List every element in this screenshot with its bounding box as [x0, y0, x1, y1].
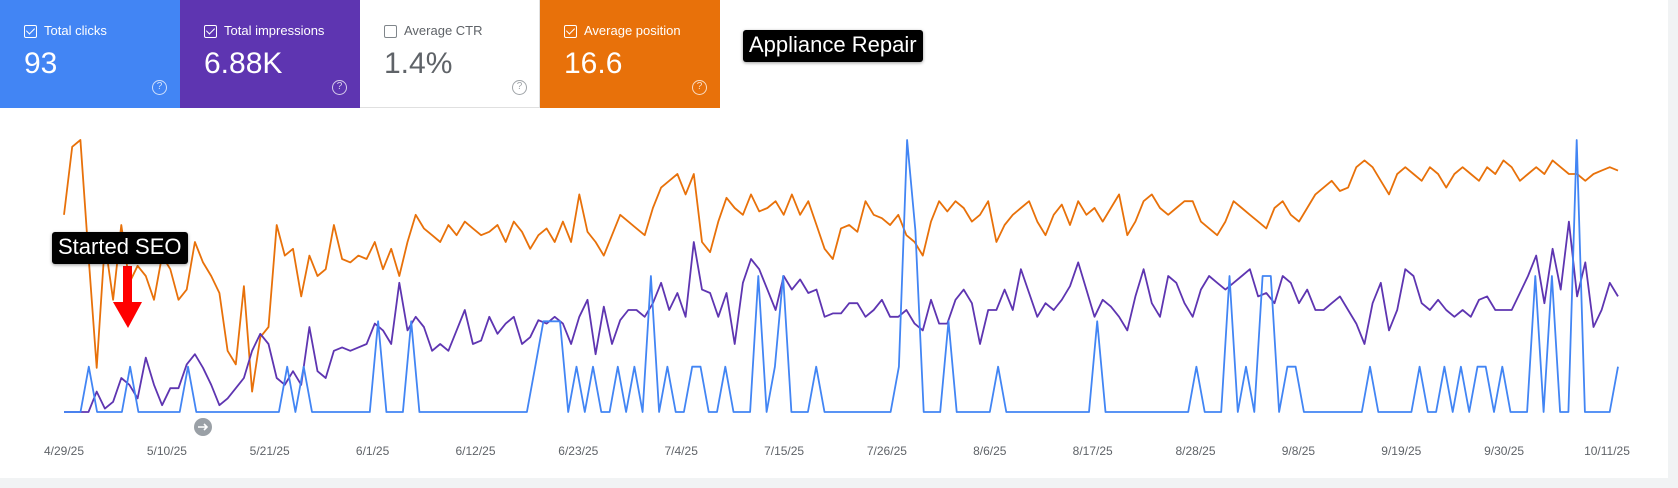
checkbox-icon[interactable] — [24, 25, 37, 38]
card-label: Average position — [584, 23, 681, 38]
series-line-average-position — [63, 139, 1619, 393]
card-value: 6.88K — [204, 47, 283, 80]
page-right-edge — [1668, 0, 1678, 488]
help-icon[interactable]: ? — [512, 80, 527, 95]
series-layer — [63, 139, 1619, 413]
x-tick-label: 5/21/25 — [250, 444, 290, 458]
x-tick-label: 7/26/25 — [867, 444, 907, 458]
total-clicks-card[interactable]: Total clicks 93 ? — [0, 0, 180, 108]
checkbox-icon[interactable] — [384, 25, 397, 38]
series-line-total-clicks — [64, 139, 1619, 413]
x-tick-label: 6/23/25 — [558, 444, 598, 458]
help-icon[interactable]: ? — [332, 80, 347, 95]
help-icon[interactable]: ? — [692, 80, 707, 95]
average-ctr-card[interactable]: Average CTR 1.4% ? — [360, 0, 540, 108]
checkbox-icon[interactable] — [564, 25, 577, 38]
x-tick-label: 10/11/25 — [1584, 444, 1630, 458]
x-axis-ticks: 4/29/25 5/10/25 5/21/25 6/1/25 6/12/25 6/23/2… — [44, 444, 1630, 458]
card-value: 16.6 — [564, 47, 623, 80]
x-tick-label: 8/17/25 — [1073, 444, 1113, 458]
red-arrow-head — [113, 302, 142, 328]
card-label: Total impressions — [224, 23, 325, 38]
help-icon[interactable]: ? — [152, 80, 167, 95]
annotation-marker[interactable] — [194, 418, 212, 436]
card-label: Average CTR — [404, 23, 483, 38]
card-label: Total clicks — [44, 23, 107, 38]
series-line-total-impressions — [64, 220, 1619, 413]
x-tick-label: 7/15/25 — [764, 444, 804, 458]
checkbox-icon[interactable] — [204, 25, 217, 38]
x-tick-label: 8/6/25 — [973, 444, 1007, 458]
x-tick-label: 6/12/25 — [455, 444, 495, 458]
x-tick-label: 4/29/25 — [44, 444, 84, 458]
x-tick-label: 6/1/25 — [356, 444, 390, 458]
card-value: 1.4% — [384, 47, 453, 80]
started-seo-annotation: Started SEO — [52, 232, 188, 264]
total-impressions-card[interactable]: Total impressions 6.88K ? — [180, 0, 360, 108]
x-tick-label: 9/19/25 — [1381, 444, 1421, 458]
x-tick-label: 8/28/25 — [1175, 444, 1215, 458]
x-tick-label: 7/4/25 — [665, 444, 699, 458]
x-tick-label: 5/10/25 — [147, 444, 187, 458]
chart-title-annotation: Appliance Repair — [743, 30, 923, 62]
average-position-card[interactable]: Average position 16.6 ? — [540, 0, 720, 108]
red-arrow-shaft — [123, 266, 132, 304]
red-arrow-icon — [113, 266, 142, 328]
x-tick-label: 9/8/25 — [1282, 444, 1316, 458]
card-value: 93 — [24, 47, 58, 80]
arrow-right-icon — [198, 423, 209, 431]
page-bottom-edge — [0, 478, 1678, 488]
x-tick-label: 9/30/25 — [1484, 444, 1524, 458]
